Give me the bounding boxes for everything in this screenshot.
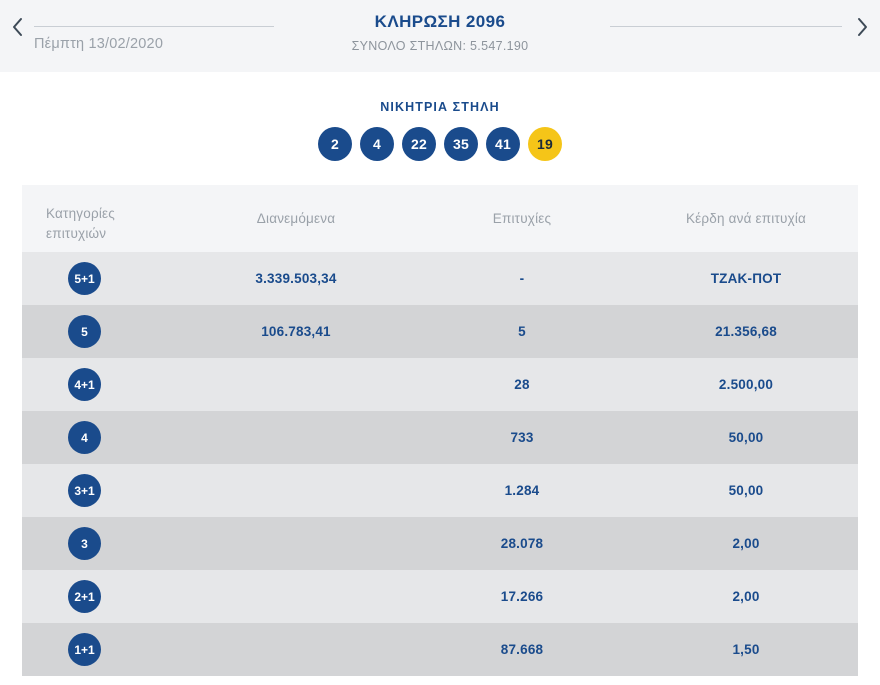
column-header-wins: Επιτυχίες <box>492 210 552 226</box>
row-category-cell: 4+1 <box>22 368 182 401</box>
row-wins-cell: 28 <box>514 377 530 392</box>
table-row: 4+1 28 2.500,00 <box>22 358 858 411</box>
category-badge: 1+1 <box>68 633 101 666</box>
row-wins-cell: 28.078 <box>500 536 544 551</box>
category-badge: 2+1 <box>68 580 101 613</box>
category-badge: 4+1 <box>68 368 101 401</box>
row-prize-cell: 50,00 <box>728 483 764 498</box>
column-header-categories-line2: επιτυχιών <box>46 226 107 241</box>
row-wins-cell: 17.266 <box>500 589 544 604</box>
category-badge: 4 <box>68 421 101 454</box>
table-header-row: Κατηγορίες επιτυχιών Διανεμόμενα Επιτυχί… <box>22 185 858 252</box>
row-prize-cell: ΤΖΑΚ-ΠΟΤ <box>710 271 782 286</box>
winning-column-title: ΝΙΚΗΤΡΙΑ ΣΤΗΛΗ <box>380 100 500 114</box>
next-draw-info[interactable] <box>596 0 846 36</box>
row-category-cell: 3+1 <box>22 474 182 507</box>
row-category-cell: 4 <box>22 421 182 454</box>
category-badge: 5+1 <box>68 262 101 295</box>
draw-header: Πέμπτη 13/02/2020 ΚΛΗΡΩΣΗ 2096 ΣΥΝΟΛΟ ΣΤ… <box>0 0 880 72</box>
chevron-right-icon <box>857 17 869 37</box>
draw-title: ΚΛΗΡΩΣΗ 2096 <box>374 12 506 31</box>
category-badge: 3 <box>68 527 101 560</box>
winning-column-section: ΝΙΚΗΤΡΙΑ ΣΤΗΛΗ 2 4 22 35 41 19 <box>0 72 880 161</box>
table-row: 2+1 17.266 2,00 <box>22 570 858 623</box>
row-prize-cell: 1,50 <box>732 642 760 657</box>
previous-draw-button[interactable] <box>0 0 34 72</box>
winning-numbers-list: 2 4 22 35 41 19 <box>0 127 880 161</box>
category-badge: 3+1 <box>68 474 101 507</box>
previous-draw-info[interactable]: Πέμπτη 13/02/2020 <box>34 0 284 52</box>
bonus-number-ball: 19 <box>528 127 562 161</box>
winning-number-ball: 41 <box>486 127 520 161</box>
row-prize-cell: 2,00 <box>732 589 760 604</box>
row-category-cell: 1+1 <box>22 633 182 666</box>
row-category-cell: 2+1 <box>22 580 182 613</box>
draw-total-columns: ΣΥΝΟΛΟ ΣΤΗΛΩΝ: 5.547.190 <box>351 39 529 53</box>
table-row: 5 106.783,41 5 21.356,68 <box>22 305 858 358</box>
winning-number-ball: 35 <box>444 127 478 161</box>
category-badge: 5 <box>68 315 101 348</box>
row-prize-cell: 2,00 <box>732 536 760 551</box>
row-prize-cell: 2.500,00 <box>718 377 774 392</box>
row-wins-cell: 87.668 <box>500 642 544 657</box>
column-header-categories-line1: Κατηγορίες <box>46 206 115 222</box>
row-distributed-cell: 3.339.503,34 <box>255 271 337 286</box>
row-category-cell: 5+1 <box>22 262 182 295</box>
column-header-distributed: Διανεμόμενα <box>256 210 336 226</box>
results-table: Κατηγορίες επιτυχιών Διανεμόμενα Επιτυχί… <box>22 185 858 676</box>
draw-info: ΚΛΗΡΩΣΗ 2096 ΣΥΝΟΛΟ ΣΤΗΛΩΝ: 5.547.190 <box>284 0 596 53</box>
row-wins-cell: - <box>519 271 525 286</box>
column-header-prize: Κέρδη ανά επιτυχία <box>685 210 807 226</box>
row-prize-cell: 50,00 <box>728 430 764 445</box>
previous-divider <box>34 26 274 27</box>
next-draw-button[interactable] <box>846 0 880 72</box>
row-category-cell: 3 <box>22 527 182 560</box>
winning-number-ball: 22 <box>402 127 436 161</box>
column-header-categories: Κατηγορίες επιτυχιών <box>22 193 182 243</box>
winning-number-ball: 4 <box>360 127 394 161</box>
row-category-cell: 5 <box>22 315 182 348</box>
row-wins-cell: 5 <box>518 324 526 339</box>
row-wins-cell: 733 <box>510 430 534 445</box>
table-row: 5+1 3.339.503,34 - ΤΖΑΚ-ΠΟΤ <box>22 252 858 305</box>
table-row: 1+1 87.668 1,50 <box>22 623 858 676</box>
chevron-left-icon <box>11 17 23 37</box>
row-distributed-cell: 106.783,41 <box>261 324 331 339</box>
table-row: 3+1 1.284 50,00 <box>22 464 858 517</box>
previous-draw-date: Πέμπτη 13/02/2020 <box>34 36 164 52</box>
row-wins-cell: 1.284 <box>504 483 540 498</box>
winning-number-ball: 2 <box>318 127 352 161</box>
row-prize-cell: 21.356,68 <box>715 324 777 339</box>
table-row: 4 733 50,00 <box>22 411 858 464</box>
next-divider <box>610 26 842 27</box>
table-row: 3 28.078 2,00 <box>22 517 858 570</box>
